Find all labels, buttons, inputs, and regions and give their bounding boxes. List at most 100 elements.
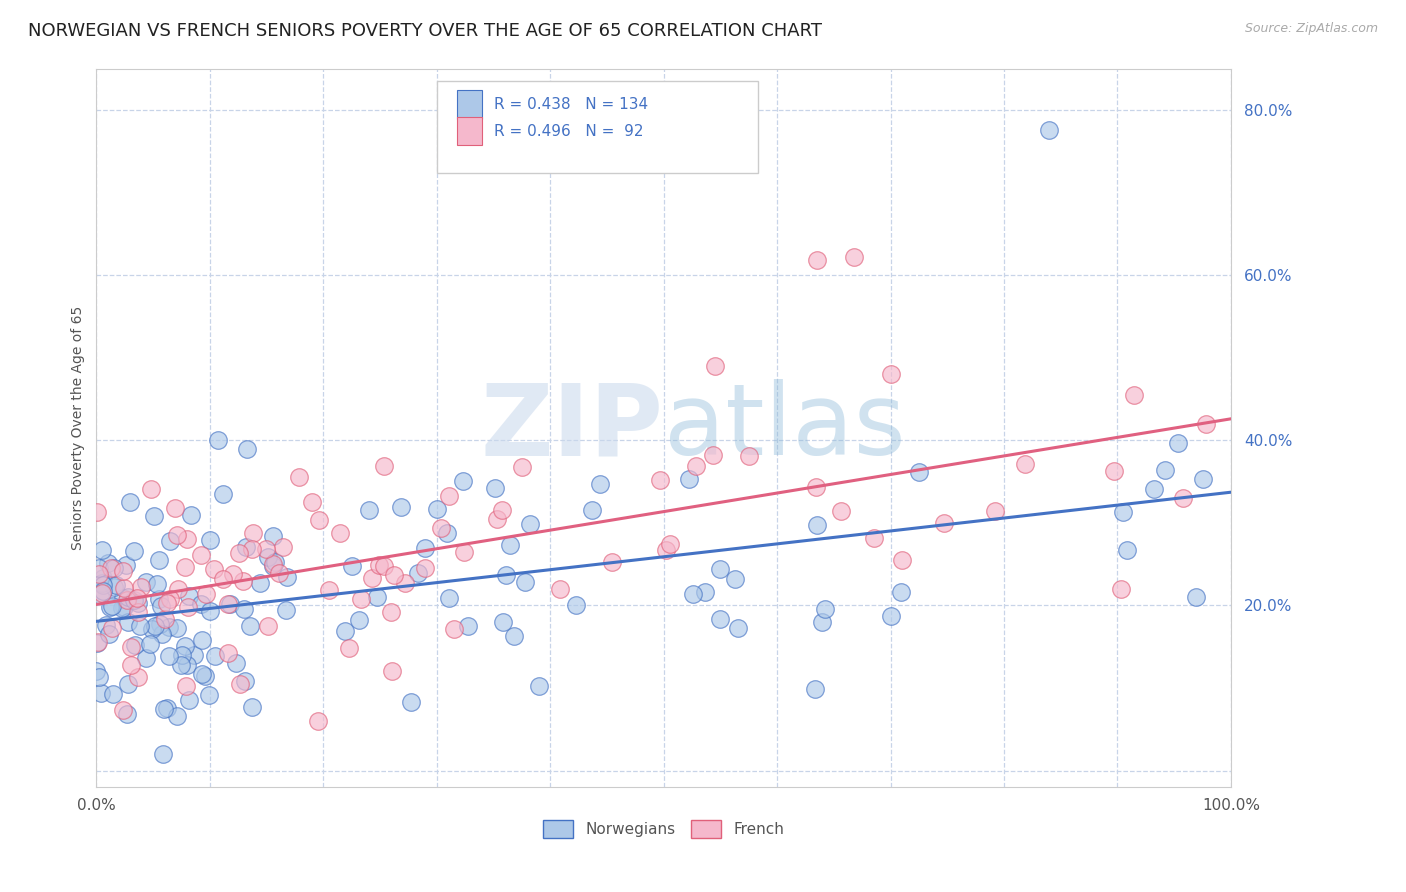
- Point: [366, 591, 388, 605]
- Point: [195, 587, 218, 601]
- Point: [1102, 464, 1125, 478]
- Point: [727, 621, 749, 635]
- Point: [190, 549, 212, 563]
- Point: [262, 529, 284, 543]
- Point: [1185, 591, 1208, 605]
- Point: [233, 601, 256, 615]
- Point: [382, 568, 405, 582]
- Point: [103, 580, 125, 594]
- Point: [709, 562, 731, 576]
- Point: [709, 612, 731, 626]
- Point: [737, 449, 759, 463]
- Point: [117, 677, 139, 691]
- Point: [148, 591, 170, 606]
- Point: [276, 603, 298, 617]
- Point: [443, 622, 465, 636]
- Point: [529, 679, 551, 693]
- Point: [271, 540, 294, 554]
- Point: [485, 512, 508, 526]
- Point: [235, 541, 257, 555]
- Point: [232, 574, 254, 588]
- Point: [811, 615, 834, 629]
- Point: [288, 469, 311, 483]
- Point: [222, 567, 245, 582]
- Point: [139, 637, 162, 651]
- Point: [174, 679, 197, 693]
- Point: [342, 559, 364, 574]
- Point: [406, 566, 429, 581]
- Point: [519, 517, 541, 532]
- Point: [149, 617, 172, 632]
- Point: [112, 581, 135, 595]
- Point: [152, 747, 174, 761]
- Point: [890, 584, 912, 599]
- Point: [120, 657, 142, 672]
- Point: [91, 543, 114, 558]
- Point: [124, 638, 146, 652]
- Point: [830, 504, 852, 518]
- Point: [439, 489, 461, 503]
- Point: [242, 525, 264, 540]
- Point: [262, 558, 284, 572]
- Point: [141, 622, 163, 636]
- Point: [180, 508, 202, 522]
- Point: [308, 513, 330, 527]
- Point: [183, 648, 205, 663]
- Point: [191, 667, 214, 681]
- Point: [1109, 582, 1132, 596]
- Point: [159, 591, 181, 606]
- Point: [87, 634, 110, 648]
- Point: [157, 620, 180, 634]
- Point: [880, 609, 903, 624]
- Point: [153, 612, 176, 626]
- Point: [96, 618, 118, 632]
- Point: [236, 442, 259, 457]
- Point: [804, 480, 827, 494]
- Point: [172, 648, 194, 662]
- Point: [91, 584, 114, 599]
- Point: [1171, 491, 1194, 506]
- Point: [89, 588, 111, 602]
- Point: [1167, 436, 1189, 450]
- Point: [101, 621, 124, 635]
- Point: [86, 636, 108, 650]
- Point: [149, 599, 172, 614]
- Point: [86, 505, 108, 519]
- Point: [1038, 123, 1060, 137]
- Point: [806, 253, 828, 268]
- Point: [235, 673, 257, 688]
- Point: [267, 566, 290, 580]
- Point: [87, 561, 110, 575]
- Point: [724, 572, 747, 586]
- Point: [600, 555, 623, 569]
- Point: [932, 516, 955, 531]
- Point: [491, 503, 513, 517]
- Point: [177, 599, 200, 614]
- Point: [439, 591, 461, 605]
- Point: [373, 558, 395, 573]
- Point: [1123, 388, 1146, 402]
- Point: [228, 546, 250, 560]
- Point: [550, 582, 572, 596]
- Point: [806, 518, 828, 533]
- Point: [129, 619, 152, 633]
- Point: [167, 582, 190, 596]
- Point: [198, 604, 221, 618]
- Point: [1014, 457, 1036, 471]
- Point: [135, 574, 157, 589]
- Point: [685, 458, 707, 473]
- Point: [492, 615, 515, 629]
- Point: [176, 658, 198, 673]
- Point: [89, 566, 111, 581]
- Point: [249, 576, 271, 591]
- Point: [150, 627, 173, 641]
- Point: [380, 605, 402, 619]
- Point: [256, 549, 278, 564]
- Point: [333, 624, 356, 639]
- Point: [97, 556, 120, 570]
- Point: [1191, 472, 1213, 486]
- Point: [401, 695, 423, 709]
- Point: [650, 473, 672, 487]
- Point: [814, 602, 837, 616]
- Point: [844, 250, 866, 264]
